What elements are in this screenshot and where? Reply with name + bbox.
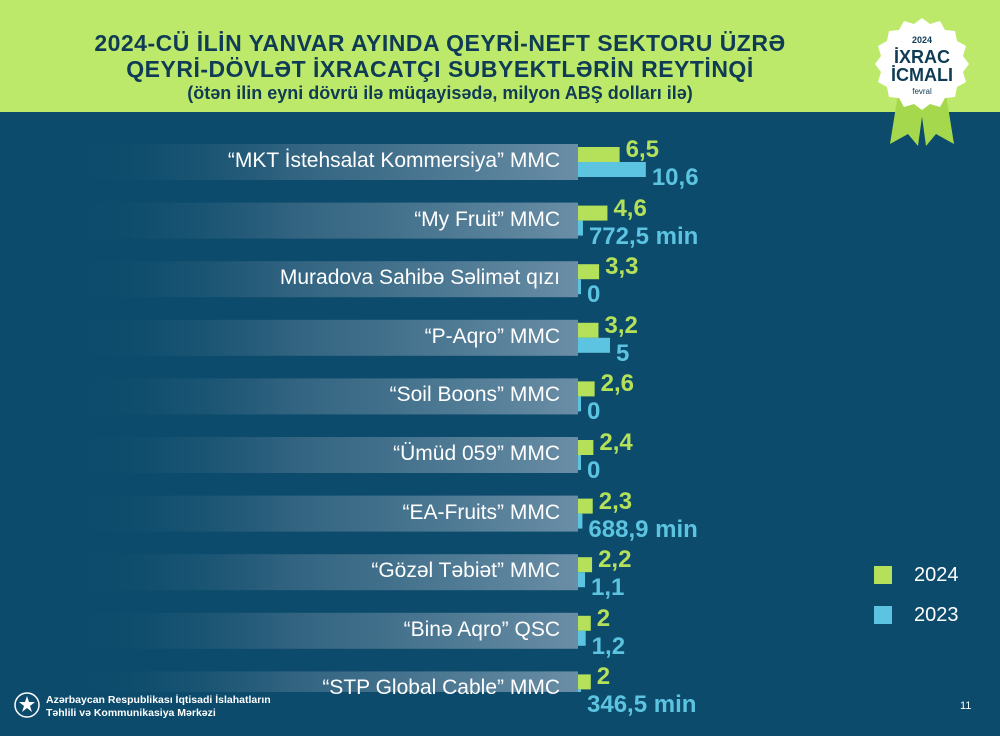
value-label-2024: 2,2 xyxy=(598,546,632,574)
bar-2023 xyxy=(578,572,586,588)
bar-2024 xyxy=(578,440,594,455)
category-band xyxy=(60,554,578,591)
legend-swatch-2024 xyxy=(874,566,892,584)
badge-month: fevral xyxy=(912,87,932,96)
bar-2023 xyxy=(578,279,581,295)
category-band xyxy=(60,437,578,473)
category-label: “MKT İstehsalat Kommersiya” MMC xyxy=(227,149,560,172)
page-number: 11 xyxy=(960,700,972,712)
category-label: Muradova Sahibə Səlimət qızı xyxy=(279,266,560,290)
legend-swatch-2023 xyxy=(874,606,892,624)
bar-2023 xyxy=(578,220,583,236)
value-label-2024: 2,3 xyxy=(598,487,633,515)
badge-year: 2024 xyxy=(912,35,932,45)
value-label-2023: 5 xyxy=(616,339,630,367)
bar-2023 xyxy=(578,513,583,529)
chart-subtitle: (ötən ilin eyni dövrü ilə müqayisədə, mi… xyxy=(187,83,693,103)
badge-line1: İXRAC xyxy=(894,47,950,67)
chart-title-line2: QEYRİ-DÖVLƏT İXRACATÇI SUBYEKTLƏRİN REYT… xyxy=(126,56,754,82)
badge-ribbon-right xyxy=(920,94,954,146)
bar-2024 xyxy=(578,322,599,338)
value-label-2024: 6,5 xyxy=(625,136,659,163)
category-label: “My Fruit” MMC xyxy=(414,207,560,231)
bar-2023 xyxy=(578,162,646,177)
value-label-2023: 688,9 min xyxy=(588,515,698,543)
header-band xyxy=(0,0,1000,112)
category-label: “Ümüd 059” MMC xyxy=(393,442,560,465)
value-label-2024: 3,2 xyxy=(604,311,638,339)
category-band xyxy=(60,202,578,239)
bar-2024 xyxy=(578,381,595,397)
bar-2023 xyxy=(578,337,610,353)
bar-2023 xyxy=(578,396,581,412)
value-label-2024: 3,3 xyxy=(605,253,639,281)
footer-organization: Azərbaycan Respublikası İqtisadi İslahat… xyxy=(46,694,271,720)
bar-2024 xyxy=(578,205,608,221)
category-label: “Binə Aqro” QSC xyxy=(403,617,560,641)
category-label: “STP Global Cable” MMC xyxy=(322,676,560,700)
value-label-2023: 1,2 xyxy=(591,632,626,660)
category-band xyxy=(60,612,578,649)
bar-2023 xyxy=(578,455,581,470)
bar-2024 xyxy=(578,498,593,514)
category-label: “EA-Fruits” MMC xyxy=(402,500,560,524)
category-band xyxy=(60,495,578,532)
value-label-2023: 1,1 xyxy=(591,574,625,602)
value-label-2023: 346,5 min xyxy=(587,691,697,719)
bar-2024 xyxy=(578,264,600,280)
emblem-icon xyxy=(14,692,40,718)
category-label: “Soil Boons” MMC xyxy=(389,383,560,407)
bar-2023 xyxy=(578,630,586,646)
bar-2023 xyxy=(578,689,581,692)
badge-ribbon-left xyxy=(890,94,924,146)
value-label-2024: 2,4 xyxy=(599,429,633,456)
footer-org-line1: Azərbaycan Respublikası İqtisadi İslahat… xyxy=(46,694,271,706)
category-band xyxy=(60,378,578,415)
bar-2024 xyxy=(578,615,591,631)
category-label: “Gözəl Təbiət” MMC xyxy=(371,559,560,583)
value-label-2023: 0 xyxy=(587,398,601,426)
bar-2024 xyxy=(578,674,591,690)
category-label: “P-Aqro” MMC xyxy=(424,324,560,348)
bar-2024 xyxy=(578,557,593,573)
badge-rosette xyxy=(875,18,969,110)
chart-title-line1: 2024-CÜ İLİN YANVAR AYINDA QEYRİ-NEFT SE… xyxy=(94,30,786,56)
value-label-2023: 0 xyxy=(587,281,601,309)
legend-label-2024: 2024 xyxy=(914,564,959,586)
export-review-badge: 2024 İXRAC İCMALI fevral xyxy=(875,18,969,146)
value-label-2024: 2,6 xyxy=(600,370,634,398)
value-label-2024: 4,6 xyxy=(613,194,647,222)
value-label-2023: 10,6 xyxy=(651,164,699,191)
category-band xyxy=(60,144,578,180)
category-band xyxy=(60,319,578,356)
value-label-2024: 2 xyxy=(596,604,611,632)
legend-label-2023: 2023 xyxy=(914,604,959,626)
value-label-2023: 772,5 min xyxy=(588,222,699,250)
category-band xyxy=(60,261,578,298)
bar-chart xyxy=(60,144,646,692)
category-band xyxy=(60,671,578,692)
value-label-2023: 0 xyxy=(587,457,601,484)
badge-line2: İCMALI xyxy=(891,65,953,85)
bar-2024 xyxy=(578,147,620,162)
value-label-2024: 2 xyxy=(596,663,611,691)
footer-org-line2: Təhlili və Kommunikasiya Mərkəzi xyxy=(46,707,216,719)
